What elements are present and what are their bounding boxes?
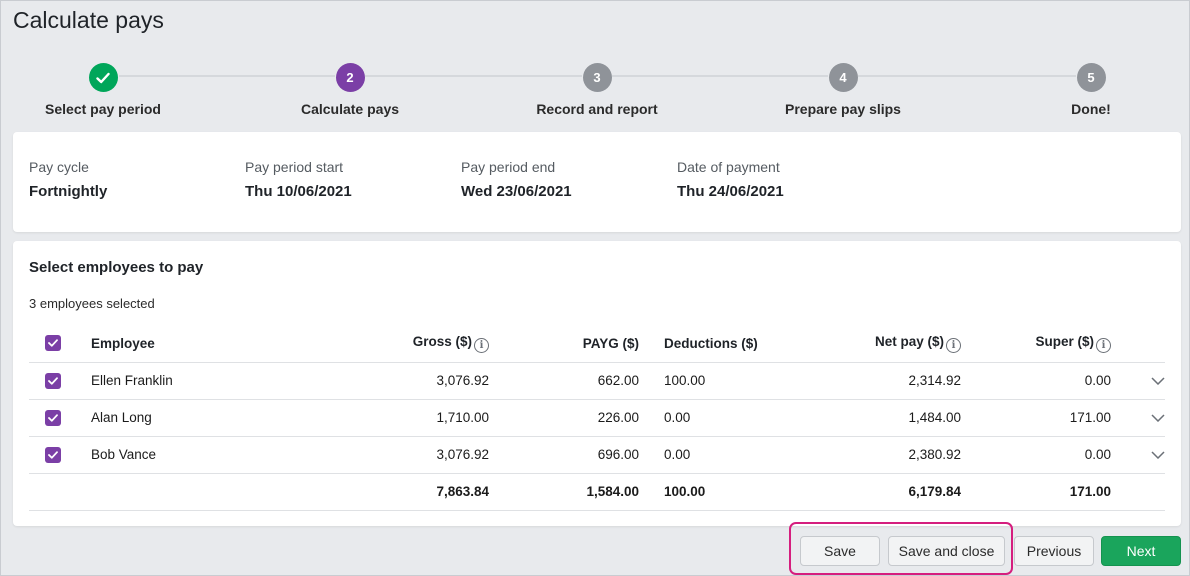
gross-total: 7,863.84 <box>279 473 489 511</box>
step-select-pay-period: Select pay period <box>13 63 193 117</box>
pay-period-end-label: Pay period end <box>461 159 556 175</box>
table-row: Ellen Franklin 3,076.92 662.00 100.00 2,… <box>29 362 1165 400</box>
save-and-close-button[interactable]: Save and close <box>888 536 1005 566</box>
pay-period-start-value: Thu 10/06/2021 <box>245 183 352 200</box>
step-prepare-pay-slips: 4 Prepare pay slips <box>753 63 933 117</box>
progress-stepper: Select pay period 2 Calculate pays 3 Rec… <box>1 63 1190 123</box>
step-number: 3 <box>582 63 612 92</box>
employees-table: Employee Gross ($) i PAYG ($) Deductions … <box>29 325 1165 511</box>
super-header-label: Super ($) <box>1035 333 1094 349</box>
table-row: Bob Vance 3,076.92 696.00 0.00 2,380.92 … <box>29 436 1165 474</box>
net-pay-header-label: Net pay ($) <box>874 333 944 349</box>
payg-cell: 696.00 <box>489 436 639 474</box>
previous-button[interactable]: Previous <box>1014 536 1094 566</box>
employee-name: Bob Vance <box>79 436 279 474</box>
gross-cell: 3,076.92 <box>279 436 489 474</box>
step-number: 2 <box>335 63 365 92</box>
super-info-icon[interactable]: i <box>1096 337 1111 353</box>
row-checkbox-cell[interactable] <box>29 399 79 437</box>
payg-cell: 226.00 <box>489 399 639 437</box>
pay-period-start: Pay period start Thu 10/06/2021 <box>245 159 352 200</box>
step-record-and-report: 3 Record and report <box>507 63 687 117</box>
step-number: 4 <box>828 63 858 92</box>
super-cell: 0.00 <box>961 436 1111 474</box>
step-done: 5 Done! <box>1001 63 1181 117</box>
net-pay-info-icon[interactable]: i <box>946 337 961 353</box>
step-label: Select pay period <box>45 101 161 117</box>
deductions-header: Deductions ($) <box>664 325 799 363</box>
step-complete-icon <box>88 63 118 92</box>
chevron-down-icon[interactable] <box>1151 377 1165 386</box>
gross-cell: 1,710.00 <box>279 399 489 437</box>
table-header-row: Employee Gross ($) i PAYG ($) Deductions … <box>29 325 1165 363</box>
row-checkbox-cell[interactable] <box>29 436 79 474</box>
pay-cycle: Pay cycle Fortnightly <box>29 159 107 200</box>
payg-total: 1,584.00 <box>489 473 639 511</box>
payg-cell: 662.00 <box>489 362 639 400</box>
step-label: Record and report <box>536 101 658 117</box>
super-header: Super ($) i <box>961 325 1111 363</box>
expand-row-button[interactable] <box>1111 436 1165 474</box>
pay-cycle-label: Pay cycle <box>29 159 89 175</box>
step-number: 5 <box>1076 63 1106 92</box>
step-connector <box>858 75 1076 77</box>
step-connector <box>612 75 828 77</box>
row-checkbox[interactable] <box>45 446 61 463</box>
super-cell: 0.00 <box>961 362 1111 400</box>
step-label: Calculate pays <box>300 101 400 117</box>
save-button[interactable]: Save <box>800 536 880 566</box>
deductions-cell: 100.00 <box>664 362 799 400</box>
net-pay-total: 6,179.84 <box>799 473 961 511</box>
row-checkbox[interactable] <box>45 372 61 389</box>
employee-name: Ellen Franklin <box>79 362 279 400</box>
net-pay-cell: 1,484.00 <box>799 399 961 437</box>
expand-row-button[interactable] <box>1111 362 1165 400</box>
gross-header-label: Gross ($) <box>412 333 472 349</box>
step-connector <box>365 75 582 77</box>
row-checkbox[interactable] <box>45 409 61 426</box>
step-calculate-pays: 2 Calculate pays <box>260 63 440 117</box>
pay-cycle-value: Fortnightly <box>29 183 108 200</box>
gross-cell: 3,076.92 <box>279 362 489 400</box>
net-pay-cell: 2,380.92 <box>799 436 961 474</box>
row-checkbox-cell[interactable] <box>29 362 79 400</box>
super-total: 171.00 <box>961 473 1111 511</box>
select-all-cell[interactable] <box>29 325 79 363</box>
chevron-down-icon[interactable] <box>1151 414 1165 423</box>
step-label: Prepare pay slips <box>785 101 901 117</box>
step-connector <box>119 75 335 77</box>
deductions-cell: 0.00 <box>664 399 799 437</box>
pay-period-end-value: Wed 23/06/2021 <box>461 183 572 200</box>
net-pay-cell: 2,314.92 <box>799 362 961 400</box>
chevron-down-icon[interactable] <box>1151 451 1165 460</box>
step-label: Done! <box>1071 101 1111 117</box>
employee-header: Employee <box>79 325 279 363</box>
net-pay-header: Net pay ($) i <box>799 325 961 363</box>
expand-row-button[interactable] <box>1111 399 1165 437</box>
page-title: Calculate pays <box>13 7 164 33</box>
deductions-total: 100.00 <box>664 473 799 511</box>
employees-card: Select employees to pay 3 employees sele… <box>13 241 1181 526</box>
pay-period-card: Pay cycle Fortnightly Pay period start T… <box>13 132 1181 232</box>
selected-count: 3 employees selected <box>29 296 155 311</box>
totals-row: 7,863.84 1,584.00 100.00 6,179.84 171.00 <box>29 473 1165 511</box>
super-cell: 171.00 <box>961 399 1111 437</box>
date-of-payment-value: Thu 24/06/2021 <box>677 183 784 200</box>
gross-header: Gross ($) i <box>279 325 489 363</box>
next-button[interactable]: Next <box>1101 536 1181 566</box>
pay-period-end: Pay period end Wed 23/06/2021 <box>461 159 572 200</box>
date-of-payment-label: Date of payment <box>677 159 780 175</box>
payg-header: PAYG ($) <box>489 325 639 363</box>
gross-info-icon[interactable]: i <box>474 337 489 353</box>
highlight-callout <box>789 522 1013 575</box>
select-all-checkbox[interactable] <box>45 335 61 352</box>
date-of-payment: Date of payment Thu 24/06/2021 <box>677 159 784 200</box>
employee-name: Alan Long <box>79 399 279 437</box>
table-row: Alan Long 1,710.00 226.00 0.00 1,484.00 … <box>29 399 1165 437</box>
deductions-cell: 0.00 <box>664 436 799 474</box>
pay-period-start-label: Pay period start <box>245 159 344 175</box>
employees-section-title: Select employees to pay <box>29 259 204 276</box>
